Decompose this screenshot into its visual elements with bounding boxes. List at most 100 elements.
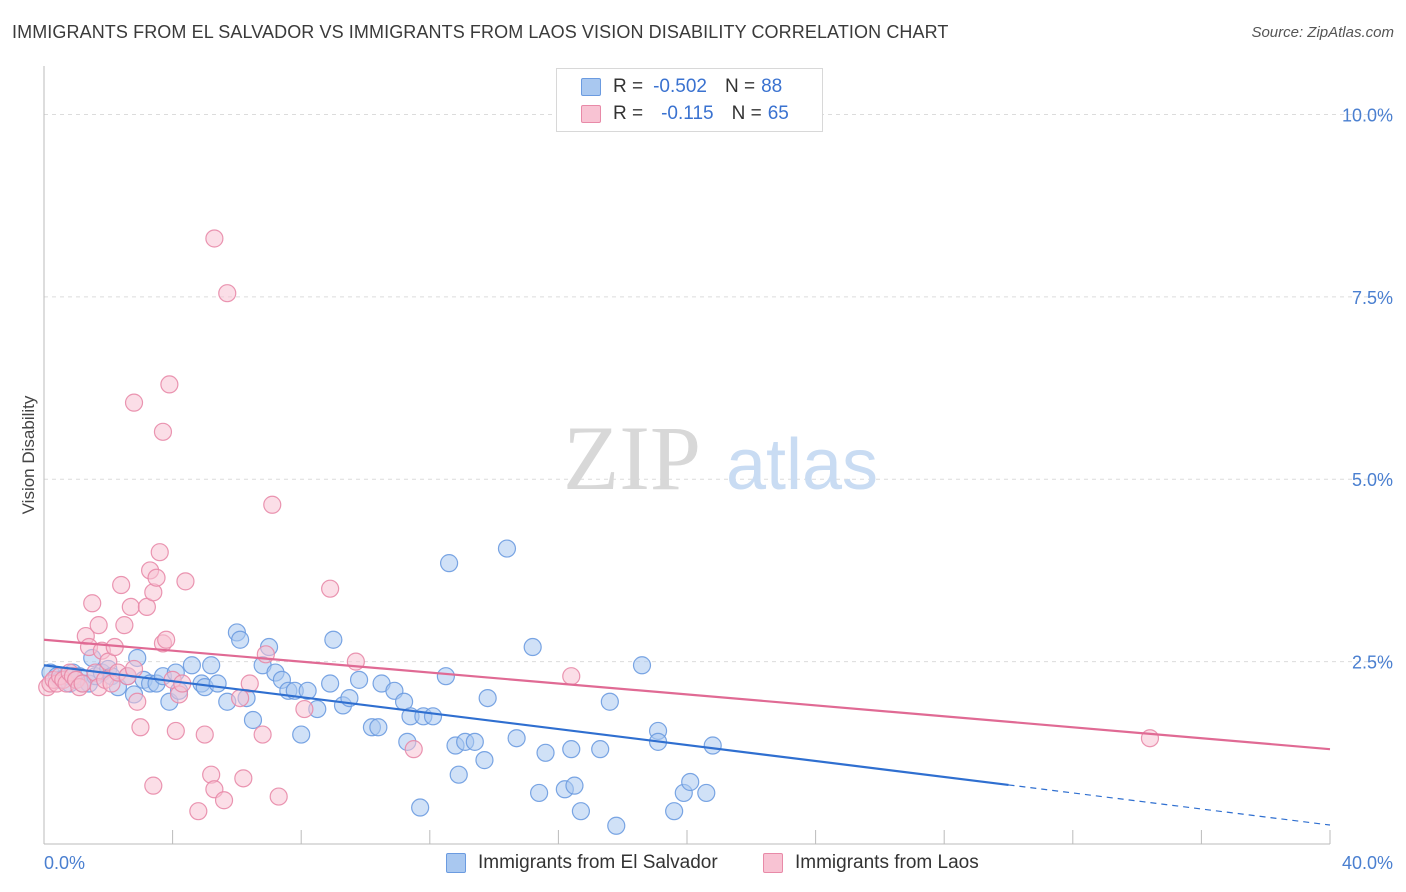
data-point <box>131 718 150 737</box>
data-point <box>404 740 423 759</box>
data-point <box>465 732 484 751</box>
watermark-zip: ZIP <box>563 407 701 509</box>
legend-r-value: -0.502 <box>653 76 707 97</box>
data-point <box>298 681 317 700</box>
data-point <box>150 543 169 562</box>
data-point <box>681 772 700 792</box>
data-point <box>263 495 282 514</box>
data-point <box>269 787 288 806</box>
x-tick-labels: 0.0% 40.0% <box>44 853 1393 873</box>
data-point <box>600 692 619 711</box>
series-laos-points <box>38 229 1160 821</box>
series-el-salvador-points <box>41 539 722 835</box>
data-point <box>449 765 468 784</box>
data-point <box>182 656 201 675</box>
y-tick-label: 10.0% <box>1342 105 1393 125</box>
data-point <box>160 375 179 394</box>
data-point <box>607 816 626 835</box>
data-point <box>189 802 208 821</box>
data-point <box>530 783 549 803</box>
legend-n-label: N = <box>731 103 762 124</box>
x-tick-label: 0.0% <box>44 853 85 873</box>
trend-line-el-salvador <box>43 664 1009 787</box>
data-point <box>83 594 102 613</box>
data-point <box>423 707 443 726</box>
data-point <box>697 783 716 803</box>
legend-n-label: N = <box>724 76 756 97</box>
legend-row-el-salvador: R = -0.502 N = 88 <box>581 75 782 99</box>
data-point <box>234 769 253 788</box>
legend-swatch-el-salvador <box>581 78 601 96</box>
data-point <box>436 667 455 686</box>
data-point <box>124 393 144 412</box>
data-point <box>562 740 581 759</box>
data-point <box>591 740 610 759</box>
data-point <box>349 670 369 689</box>
data-point <box>144 776 163 795</box>
data-point <box>231 630 250 649</box>
y-tick-label: 2.5% <box>1352 653 1393 673</box>
legend-swatch-el-salvador <box>446 853 466 873</box>
data-point <box>565 776 584 795</box>
legend-r-value: -0.115 <box>661 103 714 124</box>
legend-label-laos: Immigrants from Laos <box>795 852 979 873</box>
data-point <box>665 802 684 821</box>
legend-label-el-salvador: Immigrants from El Salvador <box>478 852 718 873</box>
legend-swatch-laos <box>581 105 601 123</box>
correlation-legend: R = -0.502 N = 88 R = -0.115 N = 65 <box>556 68 823 132</box>
data-point <box>324 630 343 649</box>
data-point <box>321 579 340 598</box>
data-point <box>214 791 234 810</box>
legend-r-label: R = <box>613 103 644 124</box>
data-point <box>369 718 388 737</box>
axes <box>43 66 1331 845</box>
data-point <box>571 802 591 821</box>
legend-swatch-laos <box>763 853 783 873</box>
series-legend: Immigrants from El Salvador Immigrants f… <box>0 852 1406 878</box>
grid-lines <box>44 113 1395 663</box>
legend-item-laos: Immigrants from Laos <box>763 852 979 874</box>
data-point <box>176 572 195 591</box>
data-point <box>253 725 272 744</box>
data-point <box>231 688 250 708</box>
data-point <box>523 637 542 657</box>
data-point <box>321 674 340 693</box>
data-point <box>157 630 176 649</box>
y-tick-label: 5.0% <box>1352 470 1393 490</box>
trend-line-laos <box>43 638 1331 751</box>
data-point <box>292 725 311 744</box>
data-point <box>147 568 166 587</box>
x-tick-label: 40.0% <box>1342 853 1393 873</box>
data-point <box>243 710 263 730</box>
data-point <box>128 692 147 711</box>
legend-n-value: 88 <box>761 76 783 97</box>
trend-lines <box>43 638 1331 826</box>
data-point <box>205 229 224 248</box>
y-axis-label: Vision Disability <box>19 395 38 514</box>
watermark-atlas: atlas <box>726 425 878 505</box>
legend-row-laos: R = -0.115 N = 65 <box>581 102 789 126</box>
trend-line-el-salvador-projection <box>1008 784 1331 826</box>
y-tick-label: 7.5% <box>1352 288 1393 308</box>
data-point <box>439 554 459 573</box>
data-point <box>166 721 185 741</box>
legend-n-value: 65 <box>767 103 789 124</box>
data-point <box>562 667 581 686</box>
data-point <box>478 688 497 708</box>
legend-r-label: R = <box>613 76 644 97</box>
y-tick-labels: 2.5% 5.0% 7.5% 10.0% <box>1342 105 1393 672</box>
data-point <box>208 674 227 693</box>
watermark: ZIP atlas <box>563 407 878 509</box>
data-point <box>115 616 134 635</box>
data-point <box>195 725 214 744</box>
chart-title: IMMIGRANTS FROM EL SALVADOR VS IMMIGRANT… <box>12 22 949 42</box>
source-label: Source: ZipAtlas.com <box>1251 24 1394 41</box>
legend-item-el-salvador: Immigrants from El Salvador <box>446 852 718 874</box>
data-point <box>536 743 555 762</box>
data-point <box>121 597 140 617</box>
data-point <box>218 284 237 303</box>
data-point <box>475 751 494 770</box>
data-point <box>507 729 526 748</box>
data-point <box>497 539 517 558</box>
